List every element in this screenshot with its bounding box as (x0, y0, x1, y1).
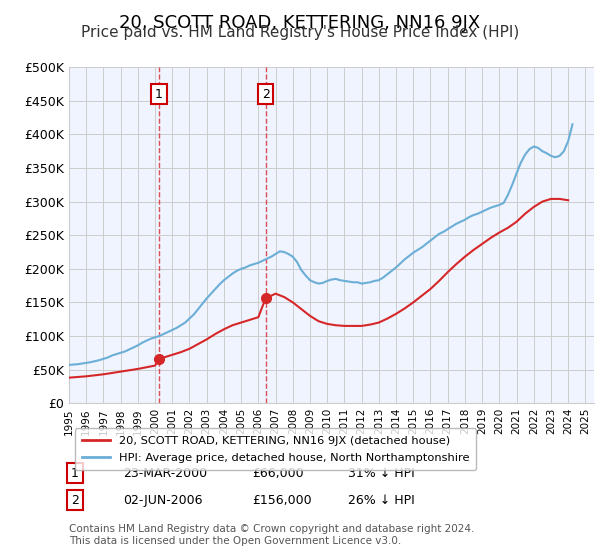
Text: 31% ↓ HPI: 31% ↓ HPI (348, 466, 415, 480)
Text: 26% ↓ HPI: 26% ↓ HPI (348, 493, 415, 507)
Legend: 20, SCOTT ROAD, KETTERING, NN16 9JX (detached house), HPI: Average price, detach: 20, SCOTT ROAD, KETTERING, NN16 9JX (det… (74, 428, 476, 470)
Text: 1: 1 (155, 87, 163, 101)
Text: £156,000: £156,000 (252, 493, 311, 507)
Text: Contains HM Land Registry data © Crown copyright and database right 2024.
This d: Contains HM Land Registry data © Crown c… (69, 524, 475, 546)
Text: 23-MAR-2000: 23-MAR-2000 (123, 466, 207, 480)
Text: 2: 2 (262, 87, 269, 101)
Text: Price paid vs. HM Land Registry's House Price Index (HPI): Price paid vs. HM Land Registry's House … (81, 25, 519, 40)
Text: 1: 1 (71, 466, 79, 480)
Text: £66,000: £66,000 (252, 466, 304, 480)
Text: 02-JUN-2006: 02-JUN-2006 (123, 493, 203, 507)
Text: 2: 2 (71, 493, 79, 507)
Text: 20, SCOTT ROAD, KETTERING, NN16 9JX: 20, SCOTT ROAD, KETTERING, NN16 9JX (119, 14, 481, 32)
